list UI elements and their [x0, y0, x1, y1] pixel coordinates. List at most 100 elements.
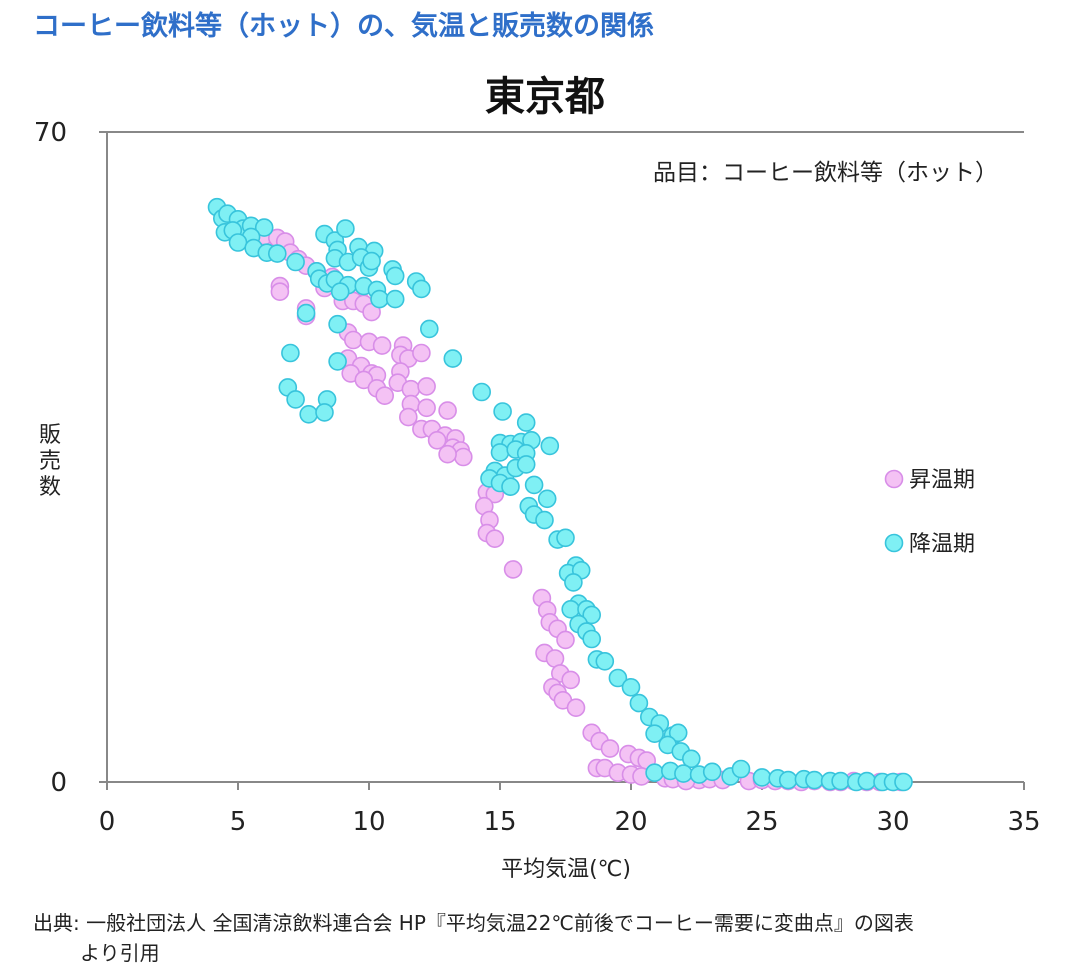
x-tick-label: 25	[745, 807, 778, 837]
data-point	[857, 771, 877, 791]
x-axis-title: 平均気温(℃)	[501, 857, 631, 882]
legend-label: 降温期	[909, 532, 975, 557]
data-point	[582, 629, 602, 649]
data-point	[674, 764, 693, 783]
data-point	[270, 282, 290, 301]
data-point	[805, 770, 824, 790]
chart-title: 東京都	[485, 74, 605, 120]
data-point	[281, 343, 300, 363]
data-point	[778, 770, 798, 790]
source-line-1: 出典: 一般社団法人 全国清涼飲料連合会 HP『平均気温22℃前後でコーヒー需要…	[33, 911, 914, 935]
data-point	[417, 377, 436, 396]
data-point	[427, 430, 447, 450]
data-point	[412, 279, 431, 299]
scatter-chart: 東京都 0 5 10 15 20 25 30 35 0 70 品目：コーヒー飲料等（ホット） 平…	[34, 74, 1041, 882]
data-point	[485, 529, 505, 549]
data-point	[315, 403, 334, 422]
data-point	[540, 436, 560, 456]
data-point	[354, 370, 374, 390]
data-point	[438, 444, 457, 464]
data-point	[412, 343, 431, 363]
item-annotation: 品目：コーヒー飲料等（ホット）	[653, 160, 998, 186]
data-point	[343, 330, 363, 350]
source-line-2: より引用	[80, 941, 160, 965]
data-point	[267, 244, 287, 263]
page-title: コーヒー飲料等（ホット）の、気温と販売数の関係	[33, 11, 654, 42]
data-point	[228, 233, 248, 252]
data-point	[831, 771, 850, 791]
data-point	[419, 319, 439, 339]
data-point	[385, 289, 405, 309]
data-point	[490, 443, 510, 462]
data-point	[608, 668, 628, 688]
data-point	[681, 749, 701, 769]
y-axis-title-char: 数	[39, 475, 61, 500]
data-point	[702, 762, 722, 782]
x-tick-label: 35	[1007, 807, 1040, 837]
data-point	[516, 455, 536, 474]
data-point	[731, 759, 751, 779]
source-note: 出典: 一般社団法人 全国清涼飲料連合会 HP『平均気温22℃前後でコーヒー需要…	[33, 908, 914, 968]
data-point	[668, 723, 688, 743]
data-point	[516, 413, 536, 432]
data-point	[493, 402, 512, 421]
x-tick-label: 5	[230, 807, 247, 837]
data-point	[296, 303, 316, 323]
data-point	[524, 475, 544, 495]
data-point	[372, 336, 392, 355]
data-point	[254, 218, 274, 237]
data-point	[629, 693, 649, 713]
data-point	[286, 252, 305, 272]
y-axis-title-char: 売	[39, 449, 61, 474]
data-point	[472, 382, 492, 402]
x-tick-label: 0	[99, 807, 116, 837]
data-point	[595, 651, 615, 671]
data-point	[894, 772, 913, 792]
data-point	[582, 605, 602, 625]
y-tick-label: 70	[34, 118, 67, 148]
data-point	[438, 401, 457, 420]
data-point	[752, 768, 772, 787]
x-axis-ticks: 0 5 10 15 20 25 30 35	[99, 782, 1041, 837]
series-falling	[207, 197, 913, 792]
data-point	[385, 266, 405, 286]
data-point	[443, 349, 463, 368]
y-axis-ticks: 0 70	[34, 118, 107, 798]
x-tick-label: 15	[483, 807, 516, 837]
data-point	[362, 251, 381, 271]
data-point	[417, 398, 436, 418]
x-tick-label: 30	[876, 807, 909, 837]
data-point	[535, 510, 554, 530]
data-point	[328, 314, 347, 334]
data-point	[398, 407, 418, 427]
data-point	[501, 477, 520, 497]
x-tick-label: 10	[352, 807, 385, 837]
data-point	[503, 560, 523, 579]
series-rising	[254, 226, 911, 792]
data-point	[328, 352, 347, 371]
data-point	[370, 289, 389, 309]
data-point	[645, 763, 664, 783]
data-point	[336, 219, 355, 238]
data-point	[299, 404, 319, 424]
x-tick-label: 20	[614, 807, 647, 837]
y-axis-title-char: 販	[39, 423, 61, 448]
data-point	[286, 390, 305, 409]
data-point	[330, 282, 350, 301]
data-point	[453, 447, 473, 467]
data-point	[566, 698, 586, 718]
data-point	[375, 386, 395, 406]
data-point	[645, 724, 664, 744]
legend-marker	[884, 533, 904, 553]
data-point	[556, 528, 575, 548]
data-point	[600, 739, 620, 758]
data-point	[621, 677, 641, 697]
y-axis-title: 販売数	[39, 423, 61, 500]
legend-label: 昇温期	[909, 468, 975, 493]
y-tick-label: 0	[50, 768, 67, 798]
data-point	[556, 630, 575, 650]
legend-marker	[884, 469, 904, 489]
data-points	[207, 197, 913, 792]
data-point	[561, 670, 581, 690]
